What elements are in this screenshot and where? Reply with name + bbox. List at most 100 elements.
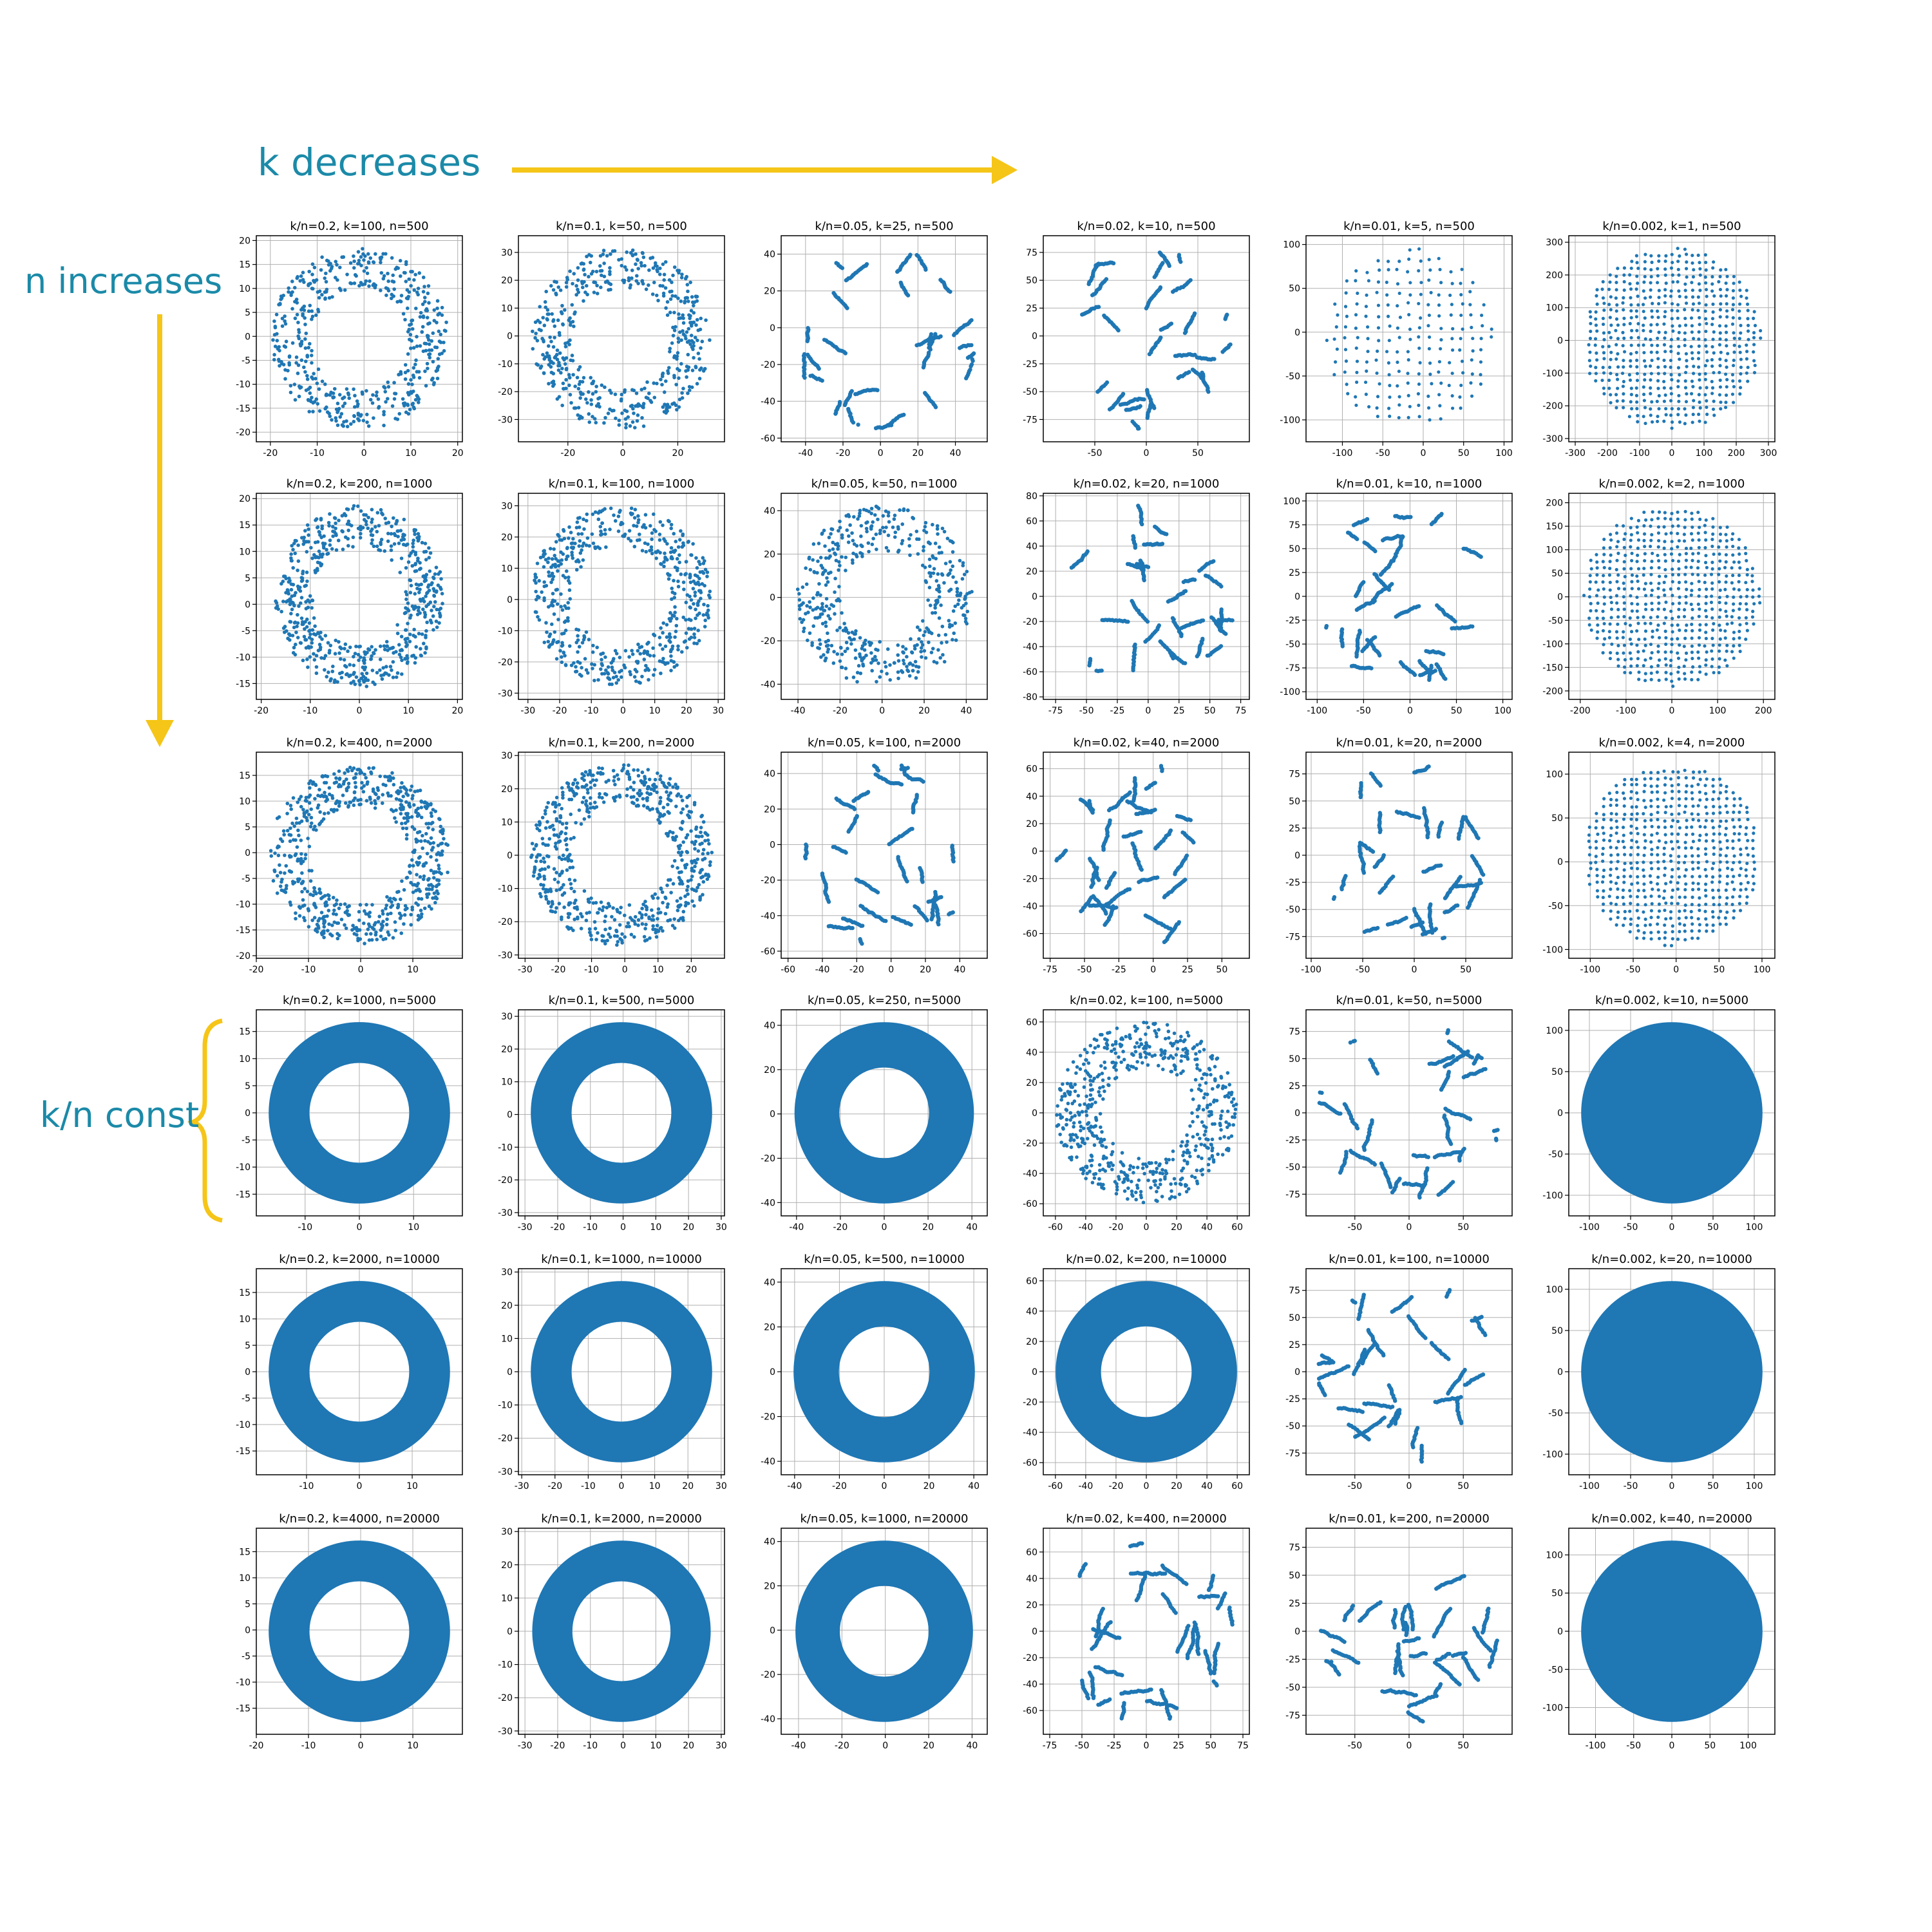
data-point — [1438, 268, 1441, 271]
data-point — [551, 604, 555, 608]
data-point — [1642, 415, 1645, 418]
data-point — [850, 531, 854, 535]
data-point — [323, 656, 327, 660]
data-point — [901, 670, 905, 674]
data-point — [838, 520, 842, 524]
data-point — [384, 294, 388, 298]
data-point — [1676, 260, 1680, 263]
data-point — [559, 592, 563, 596]
data-point — [1594, 337, 1597, 340]
data-point — [1683, 407, 1686, 410]
data-point — [310, 287, 314, 290]
data-point — [437, 583, 440, 587]
data-point — [1377, 315, 1380, 318]
data-point — [1711, 266, 1714, 269]
data-point — [1650, 372, 1653, 375]
data-point — [1725, 288, 1728, 291]
data-point — [1669, 345, 1672, 348]
data-point — [664, 379, 668, 383]
data-point — [552, 345, 556, 349]
data-point — [402, 312, 406, 316]
data-point — [566, 616, 570, 620]
data-point — [377, 548, 381, 552]
data-point — [1732, 385, 1736, 388]
data-point — [409, 346, 413, 350]
data-point — [972, 352, 976, 355]
data-point — [1669, 399, 1672, 402]
data-point — [1725, 359, 1728, 362]
data-point — [423, 651, 427, 655]
data-point — [644, 513, 648, 517]
data-point — [300, 580, 304, 583]
data-point — [387, 289, 391, 293]
data-point — [676, 648, 680, 652]
data-point — [542, 580, 546, 584]
data-point — [1753, 310, 1756, 313]
data-point — [1662, 420, 1665, 423]
data-point — [572, 325, 576, 328]
data-point — [389, 665, 393, 668]
data-point — [598, 525, 602, 529]
data-point — [414, 359, 418, 363]
data-point — [635, 670, 639, 674]
data-point — [345, 272, 349, 276]
data-point — [1344, 325, 1347, 328]
data-point — [911, 663, 915, 667]
data-point — [1725, 315, 1728, 318]
data-point — [395, 300, 399, 304]
data-point — [356, 504, 360, 508]
data-point — [964, 620, 968, 623]
data-point — [1427, 278, 1430, 281]
data-point — [373, 683, 377, 687]
data-point — [688, 594, 692, 598]
data-point — [698, 377, 702, 381]
data-point — [564, 386, 568, 390]
data-point — [313, 624, 317, 628]
data-point — [308, 304, 312, 308]
data-point — [346, 544, 350, 548]
data-point — [816, 560, 820, 564]
data-point — [817, 542, 821, 545]
data-point — [427, 301, 431, 305]
data-point — [1628, 282, 1631, 285]
data-point — [1459, 337, 1462, 340]
data-point — [1698, 289, 1701, 292]
data-point — [578, 526, 582, 529]
data-point — [693, 636, 697, 639]
data-point — [1100, 618, 1104, 622]
data-point — [897, 549, 901, 553]
data-point — [423, 341, 427, 345]
data-point — [669, 668, 673, 672]
data-point — [1448, 294, 1452, 297]
data-point — [1629, 336, 1633, 339]
data-point — [1607, 345, 1611, 348]
data-point — [587, 275, 591, 279]
data-point — [1355, 537, 1359, 541]
data-point — [608, 527, 612, 531]
data-point — [299, 342, 303, 346]
data-point — [692, 632, 696, 636]
data-point — [922, 549, 925, 553]
data-point — [611, 659, 615, 663]
data-point — [614, 392, 618, 396]
data-point — [901, 645, 905, 649]
data-point — [289, 612, 293, 616]
data-point — [1387, 373, 1390, 376]
data-point — [656, 270, 659, 274]
data-point — [1225, 312, 1229, 316]
data-point — [417, 287, 421, 290]
data-point — [312, 372, 316, 375]
data-point — [677, 560, 681, 564]
data-point — [343, 647, 346, 650]
data-point — [1449, 270, 1452, 273]
data-point — [887, 533, 891, 537]
data-point — [415, 587, 419, 591]
data-point — [1171, 616, 1175, 620]
data-point — [558, 364, 562, 368]
data-point — [1719, 302, 1722, 305]
data-point — [1635, 401, 1638, 404]
data-point — [323, 296, 327, 300]
data-point — [1437, 314, 1441, 317]
data-point — [417, 532, 421, 536]
data-point — [310, 598, 314, 602]
